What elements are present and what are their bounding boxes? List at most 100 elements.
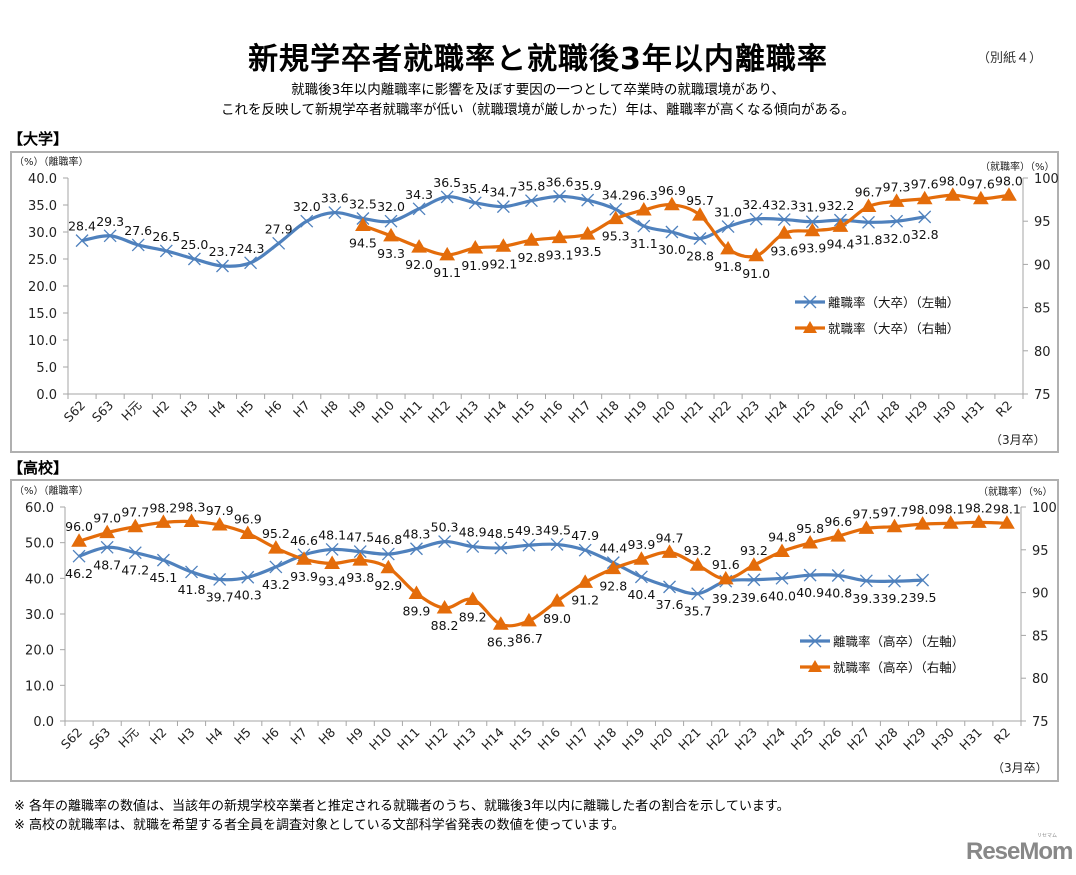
x-tick-label: H15 [507,725,536,754]
data-label: 94.5 [349,236,377,251]
data-point-triangle-marker [380,559,397,574]
data-label: 98.1 [993,501,1021,516]
data-point-triangle-marker [860,198,877,213]
data-point-triangle-marker [211,516,228,531]
legend-label: 就職率（高卒）（右軸） [833,660,964,675]
data-label: 98.3 [178,500,206,515]
x-tick-label: H29 [900,724,929,753]
data-label: 93.8 [346,570,374,585]
x-tick-label: H28 [872,724,901,753]
data-label: 31.1 [630,236,658,251]
data-point-x-marker [185,565,198,579]
data-point-x-marker [438,535,452,549]
x-tick-label: H21 [675,725,704,754]
data-point-x-marker [888,574,901,588]
data-label: 32.5 [349,197,377,212]
legend-label: 離職率（大卒）（左軸） [828,295,959,310]
data-point-x-marker [300,214,314,228]
right-tick-label: 75 [1034,388,1051,403]
data-point-triangle-marker [464,591,481,605]
data-point-triangle-marker [549,593,565,607]
data-label: 92.1 [489,256,517,271]
data-point-x-marker [103,229,117,243]
data-point-triangle-marker [436,600,453,614]
data-point-triangle-marker [914,516,931,530]
data-label: 86.7 [515,631,543,646]
data-point-triangle-marker [858,520,875,534]
left-tick-label: 20.0 [25,644,54,659]
data-label: 35.8 [518,179,546,194]
data-label: 34.7 [489,185,517,200]
data-label: 93.4 [318,573,346,588]
x-axis-note: （3月卒） [992,761,1048,775]
data-point-x-marker [524,194,538,208]
data-label: 39.2 [712,591,740,606]
data-point-triangle-marker [832,218,849,232]
data-point-x-marker [665,225,679,239]
data-point-triangle-marker [268,540,284,554]
data-label: 86.3 [487,634,515,649]
data-label: 91.9 [461,258,489,273]
data-label: 34.3 [405,187,433,202]
data-label: 89.0 [543,611,571,626]
x-tick-label: H31 [956,725,985,754]
data-label: 50.3 [431,520,459,535]
data-label: 49.5 [543,522,571,537]
chart-frame-university [10,151,1059,453]
data-label: 37.6 [656,597,684,612]
data-point-triangle-marker [183,513,200,528]
legend-label: 就職率（大卒）（右軸） [828,321,959,336]
data-label: 40.9 [796,585,824,600]
footnote-1: ※ 各年の離職率の数値は、当該年の新規学校卒業者と推定される就職者のうち、就職後… [14,799,790,814]
data-label: 95.2 [262,526,290,541]
x-tick-label: H30 [928,724,957,753]
data-point-triangle-marker [408,585,425,599]
data-point-x-marker [862,215,875,229]
data-point-x-marker [777,213,791,227]
data-point-x-marker [72,549,86,563]
data-point-triangle-marker [886,518,903,533]
data-label: 97.6 [911,177,939,192]
x-tick-label: H18 [591,724,620,753]
data-label: 49.3 [515,523,543,538]
data-label: 27.6 [124,223,152,238]
data-label: 93.6 [770,243,798,258]
subtitle-line-1: 就職後3年以内離職率に影響を及ぼす要因の一つとして卒業時の就職環境があり、 [291,82,785,98]
right-tick-label: 80 [1032,672,1049,687]
data-label: 31.9 [798,200,826,215]
data-label: 91.0 [742,266,770,281]
left-tick-label: 0.0 [33,715,54,730]
data-label: 47.5 [346,530,374,545]
data-label: 25.0 [180,237,208,252]
data-point-x-marker [803,568,817,582]
data-label: 94.4 [827,236,855,251]
data-point-x-marker [216,259,229,273]
data-point-x-marker [890,214,904,228]
data-label: 40.3 [234,587,262,602]
data-point-x-marker [412,202,426,216]
x-tick-label: H10 [366,724,395,753]
data-point-triangle-marker [774,543,790,558]
data-point-x-marker [100,540,114,554]
right-tick-label: 95 [1032,544,1049,559]
data-point-triangle-marker [717,570,734,585]
data-label: 30.0 [658,242,686,257]
x-tick-label: H14 [478,724,507,753]
legend-x-marker [808,634,822,648]
left-tick-label: 25.0 [28,253,57,268]
data-label: 92.0 [405,257,433,272]
data-label: 92.8 [518,250,546,265]
data-point-triangle-marker [664,196,680,211]
data-point-triangle-marker [352,552,369,566]
data-label: 28.8 [686,248,714,263]
right-tick-label: 100 [1034,172,1059,187]
data-label: 93.5 [574,244,602,259]
data-point-x-marker [494,541,508,555]
data-label: 93.9 [798,241,826,256]
data-label: 32.0 [293,199,321,214]
data-point-x-marker [918,210,932,224]
data-point-triangle-marker [605,560,622,575]
data-label: 26.5 [152,229,180,244]
data-point-x-marker [440,190,454,204]
